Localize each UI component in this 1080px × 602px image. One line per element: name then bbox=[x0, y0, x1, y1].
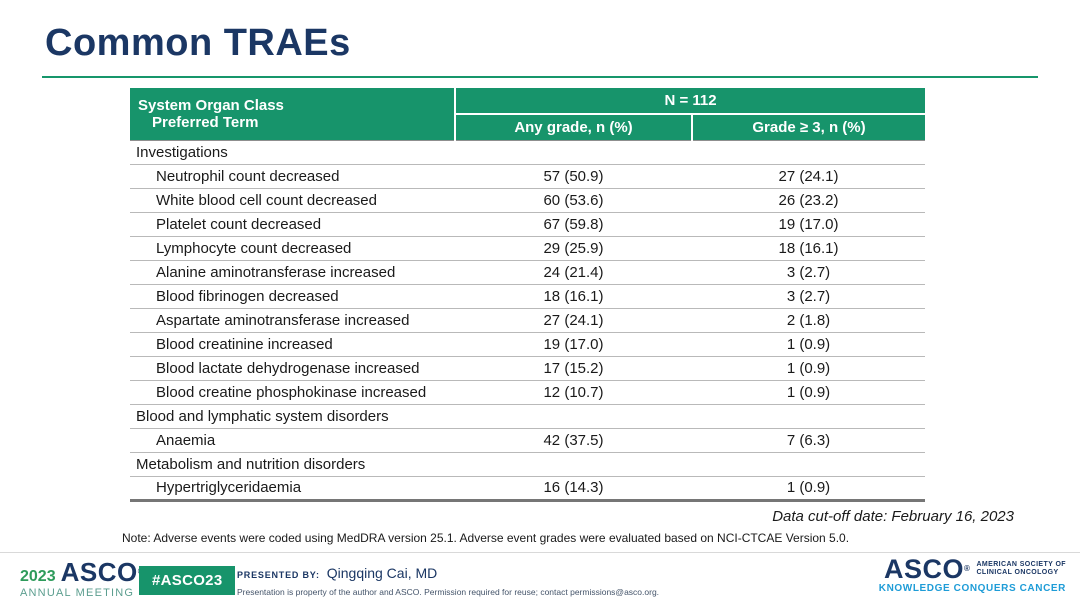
preferred-term-cell: Anaemia bbox=[130, 428, 455, 453]
category-row: Blood and lymphatic system disorders bbox=[130, 404, 926, 429]
preferred-term-cell: Lymphocyte count decreased bbox=[130, 236, 455, 261]
grade3-cell: 19 (17.0) bbox=[692, 212, 926, 237]
footnote: Note: Adverse events were coded using Me… bbox=[122, 531, 850, 545]
preferred-term-cell: Alanine aminotransferase increased bbox=[130, 260, 455, 285]
preferred-term-cell: Blood and lymphatic system disorders bbox=[130, 404, 455, 429]
meeting-name: ANNUAL MEETING bbox=[20, 587, 135, 599]
permission-disclaimer: Presentation is property of the author a… bbox=[237, 587, 660, 597]
category-row: Metabolism and nutrition disorders bbox=[130, 452, 926, 477]
asco-wordmark: ASCO® bbox=[884, 554, 971, 584]
table-row: Blood fibrinogen decreased 18 (16.1) 3 (2.… bbox=[130, 284, 926, 309]
asco-tagline: KNOWLEDGE CONQUERS CANCER bbox=[878, 583, 1066, 594]
grade3-cell: 1 (0.9) bbox=[692, 356, 926, 381]
grade3-cell: 1 (0.9) bbox=[692, 380, 926, 405]
header-soc-line2: Preferred Term bbox=[152, 113, 259, 131]
grade3-cell: 26 (23.2) bbox=[692, 188, 926, 213]
grade3-cell bbox=[692, 452, 926, 477]
society-line2: CLINICAL ONCOLOGY bbox=[976, 569, 1059, 576]
presented-by-block: PRESENTED BY: Qingqing Cai, MD Presentat… bbox=[237, 565, 659, 597]
any-grade-cell: 12 (10.7) bbox=[455, 380, 692, 405]
table-row: White blood cell count decreased 60 (53.6… bbox=[130, 188, 926, 213]
header-grade3: Grade ≥ 3, n (%) bbox=[692, 114, 926, 141]
data-cutoff-date: Data cut-off date: February 16, 2023 bbox=[772, 508, 1014, 525]
preferred-term-cell: Blood fibrinogen decreased bbox=[130, 284, 455, 309]
grade3-cell: 27 (24.1) bbox=[692, 164, 926, 189]
grade3-cell: 18 (16.1) bbox=[692, 236, 926, 261]
preferred-term-cell: Blood creatine phosphokinase increased bbox=[130, 380, 455, 405]
presented-by-label: PRESENTED BY: bbox=[237, 570, 320, 580]
any-grade-cell: 57 (50.9) bbox=[455, 164, 692, 189]
any-grade-cell: 18 (16.1) bbox=[455, 284, 692, 309]
table-row: Blood creatinine increased 19 (17.0) 1 (0.… bbox=[130, 332, 926, 357]
title-divider bbox=[42, 76, 1038, 78]
preferred-term-cell: Blood lactate dehydrogenase increased bbox=[130, 356, 455, 381]
any-grade-cell: 27 (24.1) bbox=[455, 308, 692, 333]
asco-wordmark: ASCO® bbox=[61, 559, 145, 585]
grade3-cell: 3 (2.7) bbox=[692, 260, 926, 285]
preferred-term-cell: Aspartate aminotransferase increased bbox=[130, 308, 455, 333]
grade3-cell: 7 (6.3) bbox=[692, 428, 926, 453]
preferred-term-cell: Hypertriglyceridaemia bbox=[130, 476, 455, 502]
any-grade-cell: 42 (37.5) bbox=[455, 428, 692, 453]
header-n-total: N = 112 bbox=[455, 88, 926, 115]
preferred-term-cell: Platelet count decreased bbox=[130, 212, 455, 237]
preferred-term-cell: Metabolism and nutrition disorders bbox=[130, 452, 455, 477]
grade3-cell: 1 (0.9) bbox=[692, 476, 926, 502]
presenter-name: Qingqing Cai, MD bbox=[326, 565, 438, 581]
grade3-cell bbox=[692, 404, 926, 429]
any-grade-cell: 24 (21.4) bbox=[455, 260, 692, 285]
any-grade-cell bbox=[455, 452, 692, 477]
any-grade-cell: 19 (17.0) bbox=[455, 332, 692, 357]
any-grade-cell bbox=[455, 140, 692, 165]
table-row: Aspartate aminotransferase increased 27 (… bbox=[130, 308, 926, 333]
preferred-term-cell: Neutrophil count decreased bbox=[130, 164, 455, 189]
society-line1: AMERICAN SOCIETY OF bbox=[976, 561, 1066, 568]
header-any-grade: Any grade, n (%) bbox=[455, 114, 693, 141]
meeting-year: 2023 bbox=[20, 568, 56, 585]
table-row: Platelet count decreased 67 (59.8) 19 (17.… bbox=[130, 212, 926, 237]
table-row: Blood lactate dehydrogenase increased 17 … bbox=[130, 356, 926, 381]
registered-mark: ® bbox=[964, 564, 971, 573]
any-grade-cell: 16 (14.3) bbox=[455, 476, 692, 502]
hashtag-badge: #ASCO23 bbox=[139, 566, 236, 595]
any-grade-cell: 29 (25.9) bbox=[455, 236, 692, 261]
any-grade-cell: 67 (59.8) bbox=[455, 212, 692, 237]
table-row: Blood creatine phosphokinase increased 12… bbox=[130, 380, 926, 405]
society-name: AMERICAN SOCIETY OF CLINICAL ONCOLOGY bbox=[976, 561, 1066, 577]
trae-table: System Organ Class Preferred Term N = 11… bbox=[130, 88, 926, 502]
table-row: Lymphocyte count decreased 29 (25.9) 18 (1… bbox=[130, 236, 926, 261]
category-row: Investigations bbox=[130, 140, 926, 165]
table-row: Alanine aminotransferase increased 24 (21… bbox=[130, 260, 926, 285]
any-grade-cell: 17 (15.2) bbox=[455, 356, 692, 381]
preferred-term-cell: White blood cell count decreased bbox=[130, 188, 455, 213]
any-grade-cell: 60 (53.6) bbox=[455, 188, 692, 213]
grade3-cell bbox=[692, 140, 926, 165]
footer-divider bbox=[0, 552, 1080, 553]
table-row: Neutrophil count decreased 57 (50.9) 27 (2… bbox=[130, 164, 926, 189]
table-header: System Organ Class Preferred Term N = 11… bbox=[130, 88, 926, 141]
grade3-cell: 3 (2.7) bbox=[692, 284, 926, 309]
grade3-cell: 2 (1.8) bbox=[692, 308, 926, 333]
table-row: Hypertriglyceridaemia 16 (14.3) 1 (0.9) bbox=[130, 476, 926, 502]
header-system-organ-class: System Organ Class Preferred Term bbox=[130, 88, 456, 141]
trae-table-container: System Organ Class Preferred Term N = 11… bbox=[130, 88, 926, 502]
table-body: Investigations Neutrophil count decreased… bbox=[130, 140, 926, 502]
preferred-term-cell: Investigations bbox=[130, 140, 455, 165]
asco-society-logo: ASCO® AMERICAN SOCIETY OF CLINICAL ONCOL… bbox=[878, 554, 1066, 595]
page-title: Common TRAEs bbox=[45, 22, 351, 64]
header-soc-line1: System Organ Class bbox=[138, 96, 284, 114]
grade3-cell: 1 (0.9) bbox=[692, 332, 926, 357]
table-row: Anaemia 42 (37.5) 7 (6.3) bbox=[130, 428, 926, 453]
preferred-term-cell: Blood creatinine increased bbox=[130, 332, 455, 357]
any-grade-cell bbox=[455, 404, 692, 429]
asco-annual-meeting-logo: 2023 ASCO® ANNUAL MEETING bbox=[20, 559, 145, 599]
